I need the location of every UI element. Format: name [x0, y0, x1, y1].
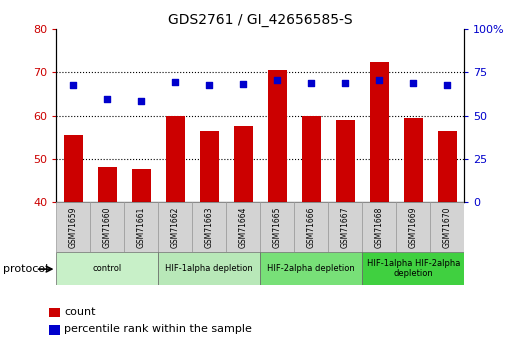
Bar	[260, 202, 294, 252]
Text: GSM71670: GSM71670	[443, 206, 452, 248]
Bar	[404, 118, 423, 202]
Point	[273, 77, 282, 83]
Bar	[159, 252, 260, 285]
Text: HIF-2alpha depletion: HIF-2alpha depletion	[267, 264, 355, 273]
Point	[409, 80, 418, 86]
Bar	[370, 62, 389, 202]
Bar	[438, 131, 457, 202]
Point	[443, 82, 451, 87]
Bar	[166, 116, 185, 202]
Text: GSM71665: GSM71665	[273, 206, 282, 248]
Bar	[56, 252, 159, 285]
Point	[239, 81, 247, 86]
Text: GSM71667: GSM71667	[341, 206, 350, 248]
Text: protocol: protocol	[3, 264, 48, 274]
Text: HIF-1alpha depletion: HIF-1alpha depletion	[166, 264, 253, 273]
Text: GSM71669: GSM71669	[409, 206, 418, 248]
Bar	[98, 167, 117, 202]
Text: GSM71659: GSM71659	[69, 206, 78, 248]
Point	[69, 82, 77, 87]
Text: HIF-1alpha HIF-2alpha
depletion: HIF-1alpha HIF-2alpha depletion	[367, 258, 460, 278]
Point	[103, 96, 111, 102]
Text: count: count	[64, 307, 95, 317]
Text: GSM71661: GSM71661	[137, 206, 146, 247]
Point	[137, 98, 146, 104]
Point	[171, 79, 180, 85]
Bar	[132, 169, 151, 202]
Text: GSM71668: GSM71668	[375, 206, 384, 247]
Text: control: control	[93, 264, 122, 273]
Point	[375, 77, 383, 83]
Bar	[64, 135, 83, 202]
Bar	[56, 202, 90, 252]
Bar	[124, 202, 159, 252]
Text: GSM71662: GSM71662	[171, 206, 180, 247]
Bar	[260, 252, 362, 285]
Text: GSM71660: GSM71660	[103, 206, 112, 248]
Bar	[268, 70, 287, 202]
Point	[205, 82, 213, 87]
Bar	[192, 202, 226, 252]
Text: GSM71664: GSM71664	[239, 206, 248, 248]
Bar	[362, 202, 396, 252]
Bar	[294, 202, 328, 252]
Text: GSM71663: GSM71663	[205, 206, 214, 248]
Point	[307, 80, 315, 86]
Bar	[336, 120, 354, 202]
Bar	[90, 202, 124, 252]
Bar	[234, 126, 253, 202]
Text: GSM71666: GSM71666	[307, 206, 316, 248]
Bar	[159, 202, 192, 252]
Bar	[200, 131, 219, 202]
Bar	[362, 252, 464, 285]
Point	[341, 80, 349, 86]
Text: percentile rank within the sample: percentile rank within the sample	[64, 325, 252, 334]
Bar	[328, 202, 362, 252]
Bar	[302, 116, 321, 202]
Title: GDS2761 / GI_42656585-S: GDS2761 / GI_42656585-S	[168, 13, 352, 27]
Bar	[430, 202, 464, 252]
Bar	[396, 202, 430, 252]
Bar	[226, 202, 260, 252]
